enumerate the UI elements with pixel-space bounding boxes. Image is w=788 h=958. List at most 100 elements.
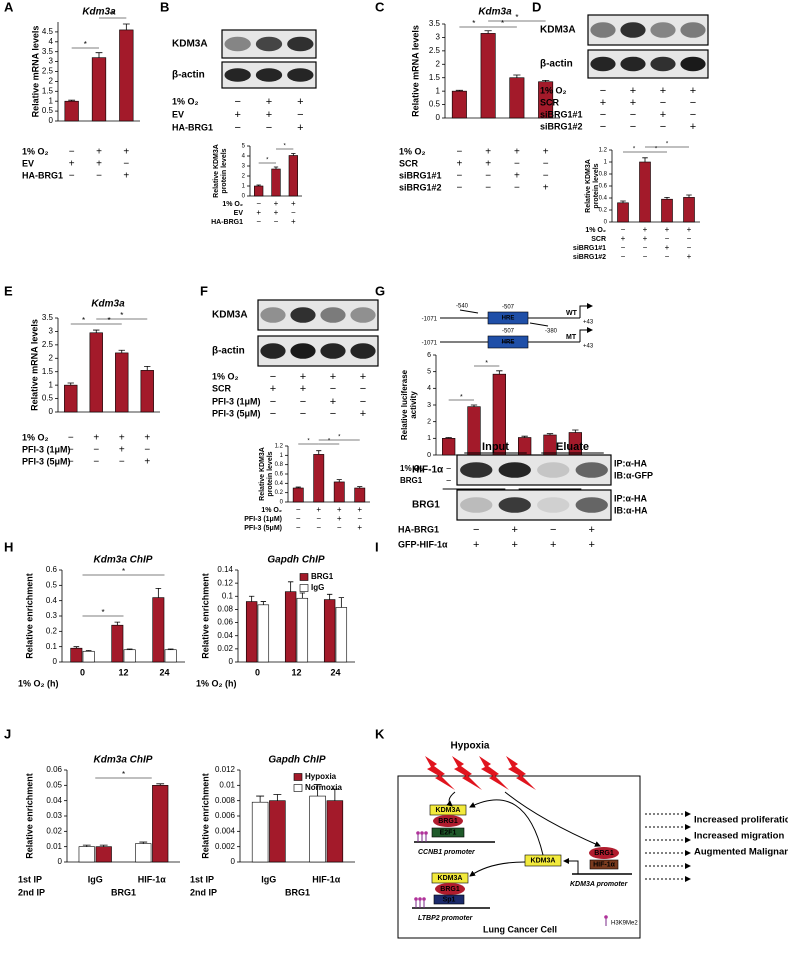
y-tick-label: 0 [49,407,54,416]
protein-label: BRG1 [440,886,460,893]
error-bar [256,184,261,186]
x-axis-label: 1% O₂ (h) [196,678,237,688]
x-tick-label: 0 [255,667,260,677]
significance-label: * [307,439,310,445]
y-tick-label: 0.6 [599,184,608,190]
arrow [446,791,456,807]
condition-sign: − [360,383,366,395]
condition-sign: − [270,371,276,383]
protein-label: BRG1 [438,818,458,825]
row-label: 1st IP [190,874,214,884]
bar [296,597,309,663]
blot-band [320,307,346,323]
y-tick-label: 3 [436,33,441,42]
y-tick-label: 2 [49,77,54,86]
blot-band [650,56,676,72]
condition-sign: + [485,147,491,158]
y-tick-label: 0.6 [46,565,58,574]
error-bar [642,157,648,162]
blot-band [255,36,283,52]
x-axis-label: 1% O₂ (h) [18,678,59,688]
error-bar [156,783,165,786]
bar [333,481,345,503]
condition-sign: − [330,408,336,420]
condition-sign: − [543,159,549,170]
promoter-label: CCNB1 promoter [418,849,476,856]
condition-label: siBRG1#1 [573,245,606,252]
y-tick-label: 1 [436,86,441,95]
hre-box [487,335,529,349]
condition-sign: − [630,121,636,133]
promoter-label: LTBP2 promoter [418,915,474,922]
y-tick-label: 6 [427,352,431,359]
y-tick-label: 3.5 [42,47,54,56]
band-label: β-actin [540,59,573,70]
condition-label: PFI-3 (5μM) [22,456,71,466]
y-tick-label: 4 [242,154,246,160]
bar [257,604,270,663]
legend-label: Normoxia [305,783,342,792]
condition-label: SCR [591,236,606,243]
protein [589,859,619,870]
blot-band [260,307,286,323]
significance-label: * [82,316,85,325]
condition-sign: − [660,97,666,109]
y-tick-label: 0 [231,857,236,866]
significance-label: * [111,10,114,19]
bar [442,438,456,456]
y-tick-label: 1.2 [599,148,608,154]
blot-band [350,343,376,359]
y-tick-label: 0 [242,194,246,200]
y-tick-label: 0.6 [275,472,284,478]
blot-band [287,36,314,52]
bar [89,332,103,413]
y-tick-label: 0.004 [215,826,236,835]
bar [152,785,169,863]
band-label: HIF-1α [412,465,444,476]
condition-sign: − [687,234,692,243]
significance-label: * [501,19,504,28]
error-bar [513,74,521,78]
condition-sign: − [69,147,75,158]
condition-sign: + [643,234,648,243]
error-bar [455,89,463,92]
legend-swatch [293,773,303,781]
y-tick-label: 0.5 [42,394,54,403]
bar [164,649,177,663]
condition-sign: − [690,97,696,109]
condition-sign: + [291,217,296,226]
position-label: +43 [583,344,594,350]
error-bar [167,648,174,650]
error-bar [155,588,162,598]
condition-label: siBRG1#1 [540,109,583,119]
condition-sign: + [473,539,479,551]
y-tick-label: 1 [280,453,284,459]
legend-swatch [299,573,309,581]
y-axis-label: Relative enrichment [24,573,34,659]
condition-sign: − [300,408,306,420]
y-tick-label: 0 [604,220,608,226]
significance-label: * [338,435,341,441]
condition-sign: + [123,171,129,182]
condition-sign: − [473,524,479,536]
condition-label: EV [234,210,244,217]
condition-sign: + [687,252,692,261]
condition-sign: + [687,225,692,234]
primer-label: -380 [545,329,558,335]
blot-band [460,462,493,478]
error-bar [326,593,333,600]
bar [115,352,129,413]
error-bar [82,844,91,847]
y-tick-label: 1.2 [275,444,284,450]
y-tick-label: 0.012 [215,765,236,774]
y-axis-label: Relative mRNA levels [30,26,40,118]
protein-label: KDM3A [436,807,461,814]
condition-label: 1% O₂ [222,201,243,208]
y-tick-label: 0.5 [46,580,58,589]
chart-title: Gapdh ChIP [268,755,326,766]
blot-band [287,68,314,82]
y-axis-label: Relative enrichment [200,573,210,659]
error-bar [260,601,267,605]
condition-sign: + [485,159,491,170]
